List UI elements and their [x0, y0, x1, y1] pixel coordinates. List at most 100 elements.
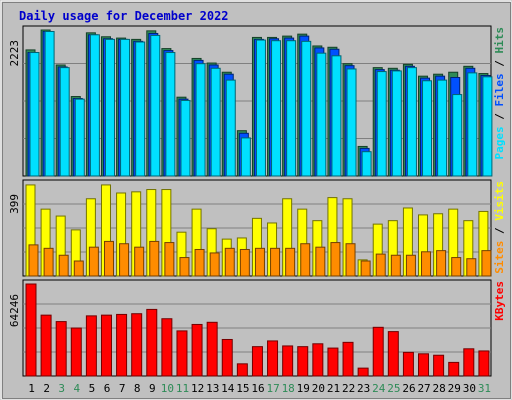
- x-tick-label: 5: [89, 382, 96, 395]
- legend-entry: KBytes: [493, 281, 506, 321]
- bar-sites-day-25: [390, 254, 401, 277]
- x-tick-label: 17: [266, 382, 279, 395]
- bar-kbytes-day-3: [55, 321, 67, 377]
- x-tick-label: 8: [134, 382, 141, 395]
- legend-entry: /: [493, 107, 506, 127]
- bar-kbytes-day-26: [402, 351, 414, 377]
- legend-entry: Files: [493, 73, 506, 106]
- x-tick-label: 24: [372, 382, 386, 395]
- panel-pages-files-hits: 2223 Pages / Files / Hits: [8, 25, 506, 177]
- bar-sites-day-15: [239, 248, 250, 277]
- legend-entry: Pages: [493, 126, 506, 159]
- bar-kbytes-day-18: [282, 345, 294, 377]
- x-tick-label: 9: [149, 382, 156, 395]
- x-tick-label: 12: [191, 382, 204, 395]
- bar-kbytes-day-19: [297, 346, 309, 377]
- bar-kbytes-day-20: [312, 343, 324, 377]
- bar-pages-day-3: [59, 67, 70, 177]
- bar-pages-day-23: [361, 151, 372, 177]
- x-tick-label: 4: [74, 382, 81, 395]
- bar-pages-day-14: [225, 79, 236, 177]
- bar-kbytes-day-29: [448, 361, 460, 377]
- bar-sites-day-29: [451, 257, 462, 277]
- x-tick-label: 2: [43, 382, 50, 395]
- bar-pages-day-29: [452, 94, 463, 177]
- bar-kbytes-day-21: [327, 347, 339, 377]
- legend-entry: Visits: [493, 181, 506, 221]
- bar-sites-day-24: [375, 253, 386, 277]
- x-axis: 1 2 3 4 5 6 7 8 9 10 11 12 13 14 15 16 17 18 19 20 21 22 23 24 2…: [28, 382, 491, 395]
- bar-kbytes-day-31: [478, 350, 490, 377]
- bar-kbytes-day-16: [251, 346, 263, 377]
- legend-entry: /: [493, 221, 506, 241]
- bar-kbytes-day-1: [25, 283, 37, 377]
- bar-kbytes-day-12: [191, 323, 203, 377]
- bar-sites-day-12: [194, 248, 205, 277]
- bar-kbytes-day-6: [100, 314, 112, 377]
- bar-sites-day-20: [315, 246, 326, 277]
- bar-sites-day-9: [149, 240, 160, 277]
- series-pages: [29, 31, 493, 177]
- bar-pages-day-19: [301, 40, 312, 177]
- x-tick-label: 16: [251, 382, 264, 395]
- bar-pages-day-26: [406, 67, 417, 177]
- bar-pages-day-15: [240, 137, 251, 177]
- y-max-label: 64246: [8, 294, 21, 327]
- bar-sites-day-10: [164, 242, 175, 277]
- bar-kbytes-day-17: [267, 340, 279, 377]
- legend-sites-visits: Sites / Visits: [493, 181, 506, 274]
- bar-kbytes-day-5: [85, 315, 97, 377]
- x-tick-label: 26: [402, 382, 415, 395]
- bar-kbytes-day-23: [357, 367, 369, 377]
- bar-pages-day-4: [74, 98, 85, 177]
- panel-sites-visits: 399 Sites / Visits: [8, 179, 506, 277]
- bar-sites-day-28: [436, 250, 447, 277]
- x-tick-label: 23: [357, 382, 370, 395]
- bar-sites-day-8: [134, 246, 145, 277]
- bar-sites-day-23: [360, 260, 371, 277]
- series-visits: [25, 184, 489, 277]
- bar-kbytes-day-13: [206, 321, 218, 377]
- x-tick-label: 21: [327, 382, 340, 395]
- bar-sites-day-31: [481, 250, 492, 277]
- bar-pages-day-16: [255, 39, 266, 177]
- x-tick-label: 1: [28, 382, 35, 395]
- bar-kbytes-day-8: [131, 313, 143, 377]
- bar-sites-day-11: [179, 257, 190, 277]
- x-tick-label: 13: [206, 382, 219, 395]
- chart-title: Daily usage for December 2022: [19, 9, 229, 23]
- bar-kbytes-day-28: [433, 354, 445, 377]
- bar-pages-day-22: [346, 68, 357, 177]
- bar-kbytes-day-2: [40, 314, 52, 377]
- bar-pages-day-30: [467, 72, 478, 177]
- bar-pages-day-27: [422, 80, 433, 177]
- x-tick-label: 22: [342, 382, 355, 395]
- x-tick-label: 11: [176, 382, 189, 395]
- bar-sites-day-18: [285, 247, 296, 277]
- x-tick-label: 20: [312, 382, 325, 395]
- bar-kbytes-day-22: [342, 341, 354, 377]
- bar-kbytes-day-14: [221, 338, 233, 377]
- y-max-label: 399: [8, 194, 21, 214]
- bar-pages-day-24: [376, 71, 387, 177]
- y-max-label: 2223: [8, 40, 21, 67]
- bar-kbytes-day-15: [236, 363, 248, 377]
- bar-sites-day-26: [405, 254, 416, 277]
- bar-kbytes-day-10: [161, 318, 173, 377]
- bar-kbytes-day-24: [372, 326, 384, 377]
- bar-kbytes-day-30: [463, 348, 475, 377]
- x-tick-label: 6: [104, 382, 111, 395]
- bar-kbytes-day-27: [418, 353, 430, 377]
- bar-pages-day-1: [29, 52, 40, 177]
- bar-kbytes-day-7: [116, 313, 128, 377]
- x-tick-label: 10: [161, 382, 174, 395]
- x-tick-label: 25: [387, 382, 400, 395]
- bar-pages-day-18: [286, 40, 297, 177]
- chart-panels: 2223 Pages / Files / Hits 399 Sites / Visit…: [8, 25, 506, 377]
- bar-pages-day-10: [165, 52, 176, 177]
- bar-sites-day-2: [43, 247, 54, 277]
- x-tick-label: 31: [478, 382, 491, 395]
- bar-sites-day-21: [330, 242, 341, 277]
